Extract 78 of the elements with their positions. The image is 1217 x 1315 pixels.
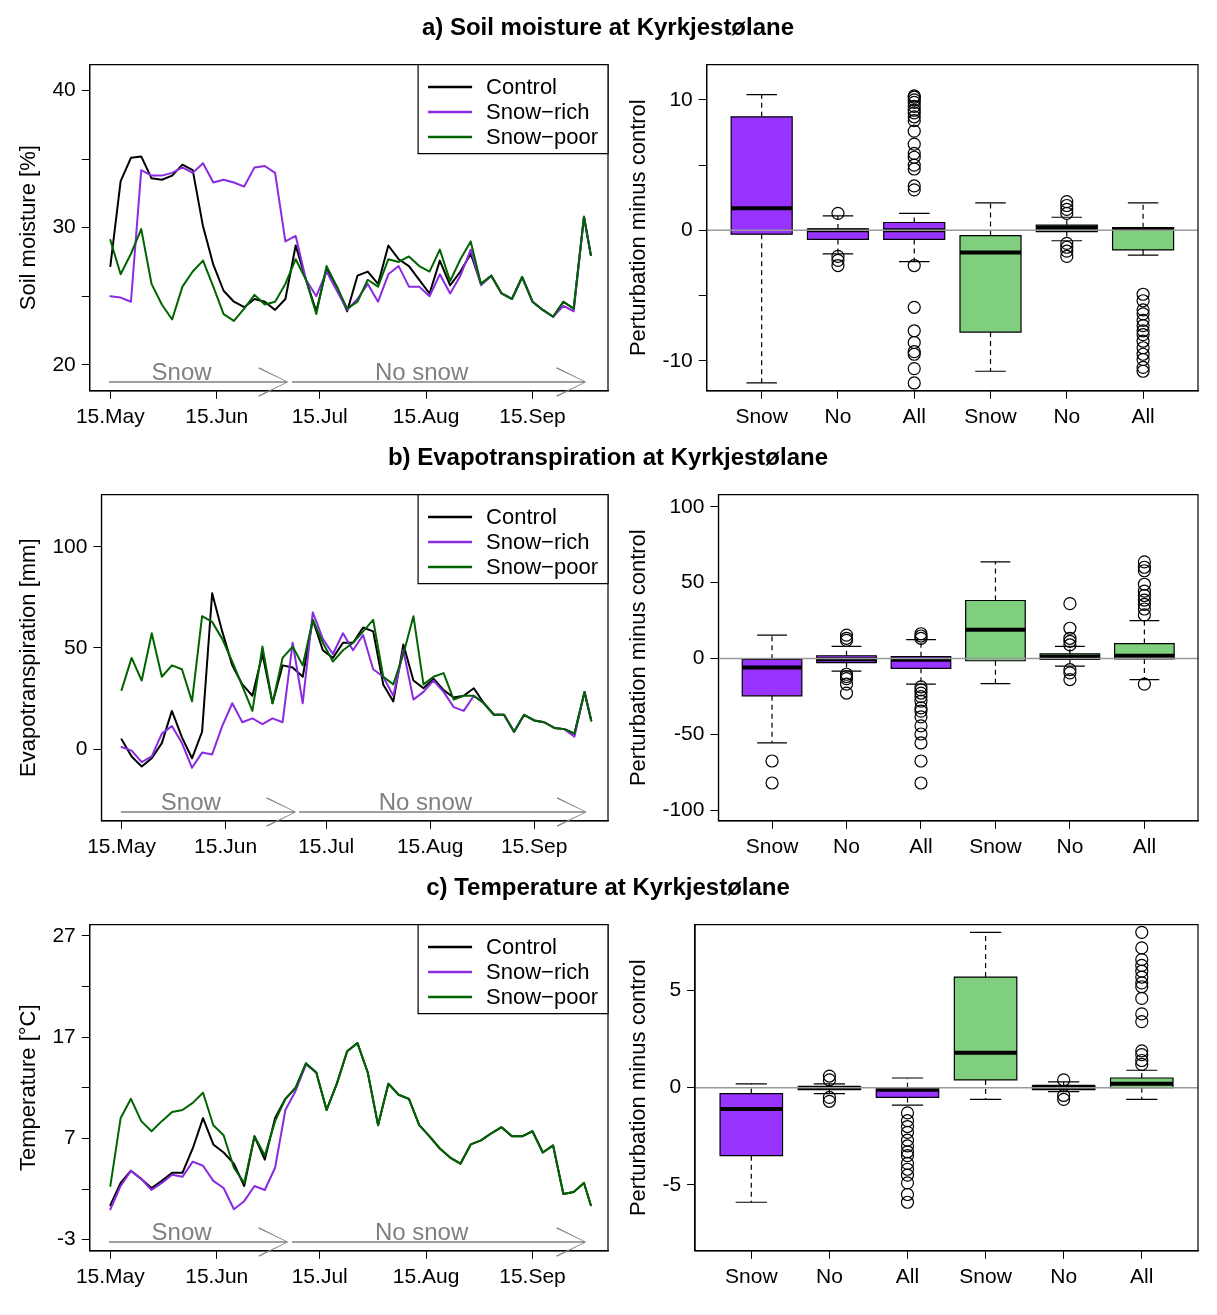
x-tick-label: No (815, 1264, 843, 1288)
y-axis-title: Evapotranspiration [mm] (15, 538, 41, 777)
x-tick-label: 15.Jun (194, 834, 258, 858)
y-axis-title: Temperature [°C] (15, 1004, 41, 1171)
legend-label: Snow−poor (486, 984, 599, 1010)
chart-title: b) Evapotranspiration at Kyrkjestølane (387, 443, 829, 471)
y-tick-label: 5 (669, 977, 682, 1001)
y-tick-label: 17 (52, 1023, 76, 1047)
x-tick-label: Snow (725, 1264, 779, 1288)
y-axis-title: Perturbation minus control (625, 529, 651, 787)
legend-label: Snow−rich (486, 959, 590, 985)
y-tick-label: 0 (692, 645, 705, 669)
y-tick-label: 20 (52, 351, 76, 375)
x-tick-label: 15.May (87, 834, 157, 858)
x-tick-label: All (1130, 1264, 1154, 1288)
y-tick-label: 27 (52, 922, 76, 946)
chart-title: c) Temperature at Kyrkjestølane (426, 873, 790, 901)
annotation: Snow (151, 357, 213, 385)
x-tick-label: 15.Sep (500, 834, 568, 858)
annotation: Snow (160, 787, 222, 815)
annotation: No snow (378, 787, 473, 815)
x-tick-label: 15.Jul (291, 404, 348, 428)
x-tick-label: All (902, 404, 926, 428)
x-tick-label: All (1132, 834, 1157, 858)
x-tick-label: 15.Sep (499, 1264, 566, 1288)
x-tick-label: 15.Sep (499, 404, 566, 428)
y-tick-label: 10 (669, 86, 693, 110)
y-tick-label: -3 (57, 1226, 76, 1250)
y-tick-label: -50 (674, 721, 705, 745)
x-tick-label: All (909, 834, 933, 858)
y-tick-label: -10 (662, 347, 693, 371)
legend-label: Snow−rich (486, 99, 590, 125)
y-tick-label: 0 (75, 735, 88, 759)
legend-label: Control (486, 504, 558, 530)
x-tick-label: 15.Aug (392, 1264, 460, 1288)
y-axis-title: Perturbation minus control (625, 99, 651, 357)
legend-label: Control (486, 74, 558, 100)
legend-label: Snow−rich (486, 529, 590, 555)
y-tick-label: 30 (52, 214, 76, 238)
x-tick-label: Snow (969, 834, 1023, 858)
x-tick-label: Snow (745, 834, 800, 858)
x-tick-label: No (833, 834, 860, 858)
x-tick-label: All (895, 1264, 920, 1288)
y-tick-label: 50 (64, 634, 88, 658)
y-tick-label: 0 (669, 1074, 682, 1098)
x-tick-label: No (1053, 404, 1081, 428)
x-tick-label: 15.Jul (298, 834, 355, 858)
x-tick-label: Snow (964, 404, 1018, 428)
x-tick-label: 15.May (75, 1264, 146, 1288)
y-tick-label: 50 (681, 569, 705, 593)
x-tick-label: All (1131, 404, 1155, 428)
annotation: No snow (374, 1217, 469, 1245)
x-tick-label: 15.Jun (185, 1264, 249, 1288)
y-tick-label: -100 (662, 796, 705, 820)
y-tick-label: -5 (662, 1171, 682, 1195)
x-tick-label: 15.May (75, 404, 146, 428)
annotation: Snow (151, 1217, 213, 1245)
y-tick-label: 40 (52, 77, 76, 101)
x-tick-label: 15.Aug (396, 834, 464, 858)
legend-label: Snow−poor (486, 124, 599, 150)
chart-title: a) Soil moisture at Kyrkjestølane (421, 13, 795, 41)
y-axis-title: Perturbation minus control (625, 959, 651, 1217)
x-tick-label: Snow (735, 404, 789, 428)
y-tick-label: 100 (52, 533, 88, 557)
x-tick-label: 15.Jul (291, 1264, 348, 1288)
y-axis-title: Soil moisture [%] (15, 145, 41, 311)
y-tick-label: 0 (681, 217, 693, 241)
x-tick-label: No (824, 404, 852, 428)
annotation: No snow (374, 357, 469, 385)
x-tick-label: Snow (959, 1264, 1013, 1288)
y-tick-label: 7 (64, 1125, 76, 1149)
legend-label: Control (486, 934, 558, 960)
y-tick-label: 100 (669, 493, 705, 517)
x-tick-label: 15.Jun (185, 404, 249, 428)
x-tick-label: No (1050, 1264, 1078, 1288)
x-tick-label: No (1056, 834, 1084, 858)
legend-label: Snow−poor (486, 554, 599, 580)
x-tick-label: 15.Aug (392, 404, 460, 428)
